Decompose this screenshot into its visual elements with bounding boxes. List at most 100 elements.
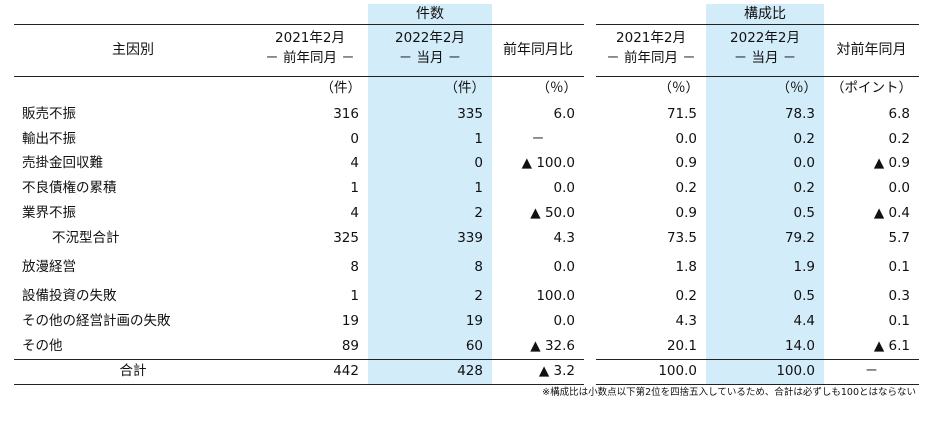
unit-count-2022: （件）	[368, 76, 492, 102]
table-cell: 0.9	[675, 155, 697, 171]
ratio-2021-header-year: 2021年2月	[616, 30, 686, 46]
ratio-2021-header: 2021年2月 － 前年同月 －	[596, 24, 706, 76]
table-cell: 8	[368, 251, 492, 284]
table-cell: 1	[350, 180, 359, 196]
table-row: 不良債権の累積 1 1 0.0 0.2 0.2 0.0	[14, 176, 919, 201]
unit-yoy: （％）	[536, 80, 578, 96]
rule-top-ratio	[596, 24, 919, 25]
table-cell: 20.1	[666, 338, 697, 354]
table-cell: 6.0	[553, 106, 575, 122]
row-label: 合計	[119, 363, 147, 379]
row-label: 販売不振	[22, 106, 76, 122]
table-cell: 0.0	[553, 259, 575, 275]
table-cell: 4	[350, 205, 359, 221]
table-cell: 325	[333, 230, 359, 246]
table-cell: 0.1	[888, 313, 910, 329]
table-cell: 442	[333, 363, 359, 379]
table-cell: 4	[350, 155, 359, 171]
table-cell: 0.2	[675, 288, 697, 304]
table-cell: 339	[368, 226, 492, 251]
count-2021-header: 2021年2月 － 前年同月 －	[252, 24, 368, 76]
unit-ratio-2022: （％）	[706, 76, 824, 102]
table-cell: 0	[368, 151, 492, 176]
table-cell: 0.0	[553, 180, 575, 196]
table-cell: 89	[341, 338, 359, 354]
table-cell: 1	[350, 288, 359, 304]
table-cell: 1.9	[706, 251, 824, 284]
table-cell: ▲ 3.2	[538, 363, 575, 379]
bankruptcy-cause-table: 件数 構成比 主因別 2021年2月 － 前年同月 － 2022年2月 － 当月…	[14, 4, 919, 385]
table-cell: 100.0	[536, 288, 575, 304]
table-cell: 0.2	[706, 127, 824, 151]
table-cell: 0.3	[888, 288, 910, 304]
count-2021-header-year: 2021年2月	[275, 30, 345, 46]
count-2021-header-sub: － 前年同月 －	[265, 50, 355, 66]
row-label: その他	[22, 338, 63, 354]
table-cell: 60	[368, 334, 492, 359]
table-cell: 0.2	[675, 180, 697, 196]
row-label: 不良債権の累積	[22, 180, 117, 196]
table-row: 販売不振 316 335 6.0 71.5 78.3 6.8	[14, 102, 919, 127]
table-row: 設備投資の失敗 1 2 100.0 0.2 0.5 0.3	[14, 284, 919, 309]
table-cell: 100.0	[706, 359, 824, 384]
rule-above-total-count	[14, 359, 584, 360]
table-cell: 0.2	[888, 131, 910, 147]
table-cell: 19	[368, 309, 492, 334]
count-group-header: 件数	[368, 4, 492, 24]
table-cell: 0.0	[675, 131, 697, 147]
cause-header: 主因別	[112, 42, 154, 58]
group-header-row: 件数 構成比	[14, 4, 919, 24]
table-cell: 0	[350, 131, 359, 147]
table-cell: ▲ 50.0	[530, 205, 575, 221]
table-cell: 4.3	[553, 230, 575, 246]
table-cell: 78.3	[706, 102, 824, 127]
table-cell: 0.0	[706, 151, 824, 176]
row-label: 不況型合計	[52, 230, 120, 246]
table-cell: 14.0	[706, 334, 824, 359]
row-label: 設備投資の失敗	[22, 288, 117, 304]
table-cell: 0.0	[888, 180, 910, 196]
rule-header-bottom-ratio	[596, 76, 919, 77]
rule-header-bottom-count	[14, 76, 584, 77]
ratio-group-header: 構成比	[706, 4, 824, 24]
table-row: その他の経営計画の失敗 19 19 0.0 4.3 4.4 0.1	[14, 309, 919, 334]
table-cell: 100.0	[658, 363, 697, 379]
table-cell: 1	[368, 127, 492, 151]
table-cell: 79.2	[706, 226, 824, 251]
table-cell: －	[864, 363, 879, 379]
table-cell: 2	[368, 201, 492, 226]
yoy-header: 前年同月比	[503, 42, 573, 58]
count-2022-header: 2022年2月 － 当月 －	[368, 24, 492, 76]
rule-below-total-ratio	[596, 384, 919, 385]
table-row: その他 89 60 ▲ 32.6 20.1 14.0 ▲ 6.1	[14, 334, 919, 359]
table-cell: ▲ 32.6	[530, 338, 575, 354]
table-cell: 0.0	[553, 313, 575, 329]
table-cell: 316	[333, 106, 359, 122]
table-cell: ▲ 0.4	[873, 205, 910, 221]
table-cell: 71.5	[666, 106, 697, 122]
table-cell: 1	[368, 176, 492, 201]
table-cell: 4.4	[706, 309, 824, 334]
table-cell: 0.1	[888, 259, 910, 275]
row-label: 業界不振	[22, 205, 76, 221]
table-cell: 5.7	[888, 230, 910, 246]
row-label: その他の経営計画の失敗	[22, 313, 171, 329]
table-cell: 0.5	[706, 201, 824, 226]
row-label: 放漫経営	[22, 259, 76, 275]
unit-ratio-yoy: （ポイント）	[831, 80, 912, 96]
count-2022-header-year: 2022年2月	[395, 30, 465, 46]
ratio-2022-header-year: 2022年2月	[730, 30, 800, 46]
table-cell: 428	[368, 359, 492, 384]
ratio-2022-header: 2022年2月 － 当月 －	[706, 24, 824, 76]
table-row: 輸出不振 0 1 － 0.0 0.2 0.2	[14, 127, 919, 151]
footnote: ※構成比は小数点以下第2位を四捨五入しているため、合計は必ずしも100とはならな…	[542, 387, 916, 398]
table-cell: －	[531, 131, 545, 147]
table-body: 販売不振 316 335 6.0 71.5 78.3 6.8 輸出不振 0 1 － 0.0 0.2 0.2…	[14, 102, 919, 384]
count-2022-header-sub: － 当月 －	[398, 50, 462, 66]
rule-above-total-ratio	[596, 359, 919, 360]
table-row: 業界不振 4 2 ▲ 50.0 0.9 0.5 ▲ 0.4	[14, 201, 919, 226]
table-cell: 19	[341, 313, 359, 329]
table-cell: 4.3	[675, 313, 697, 329]
table-cell: ▲ 0.9	[873, 155, 910, 171]
table-cell: 2	[368, 284, 492, 309]
